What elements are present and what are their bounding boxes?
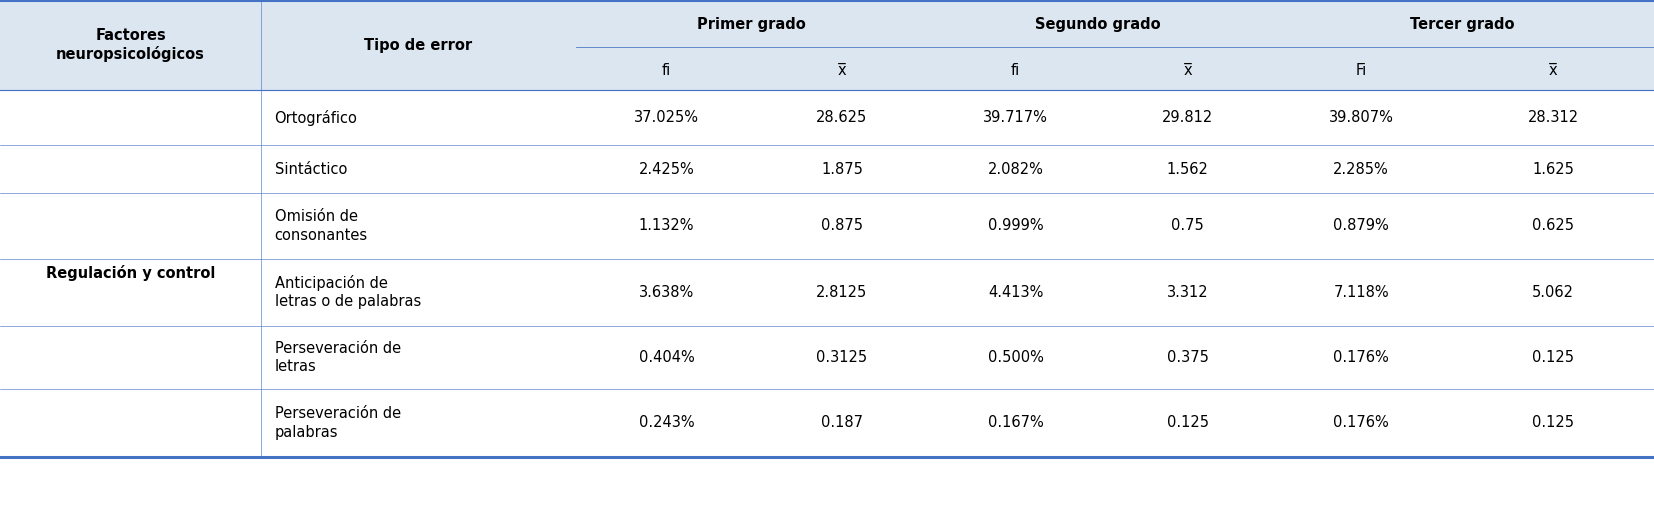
Text: 37.025%: 37.025% bbox=[633, 110, 700, 126]
Text: 2.285%: 2.285% bbox=[1333, 162, 1389, 177]
Text: 2.082%: 2.082% bbox=[987, 162, 1044, 177]
Text: 0.243%: 0.243% bbox=[638, 415, 695, 431]
Text: 0.500%: 0.500% bbox=[987, 350, 1044, 365]
Text: 0.187: 0.187 bbox=[820, 415, 863, 431]
Text: fi: fi bbox=[662, 63, 672, 78]
Text: 1.875: 1.875 bbox=[820, 162, 863, 177]
Text: 0.999%: 0.999% bbox=[987, 218, 1044, 234]
Text: 3.312: 3.312 bbox=[1166, 284, 1209, 300]
Text: 2.425%: 2.425% bbox=[638, 162, 695, 177]
Text: fi: fi bbox=[1011, 63, 1021, 78]
Text: Primer grado: Primer grado bbox=[696, 17, 805, 32]
Text: 0.75: 0.75 bbox=[1171, 218, 1204, 234]
Text: x̅: x̅ bbox=[1183, 63, 1193, 78]
Text: Fi: Fi bbox=[1356, 63, 1366, 78]
Text: x̅: x̅ bbox=[1548, 63, 1558, 78]
Text: 1.625: 1.625 bbox=[1532, 162, 1575, 177]
Text: 0.176%: 0.176% bbox=[1333, 350, 1389, 365]
Text: Factores
neuropsicológicos: Factores neuropsicológicos bbox=[56, 28, 205, 62]
Text: 3.638%: 3.638% bbox=[638, 284, 695, 300]
Text: 0.125: 0.125 bbox=[1166, 415, 1209, 431]
Text: 0.404%: 0.404% bbox=[638, 350, 695, 365]
Text: 0.625: 0.625 bbox=[1532, 218, 1575, 234]
Text: x̅: x̅ bbox=[837, 63, 847, 78]
Text: 29.812: 29.812 bbox=[1163, 110, 1212, 126]
Text: Anticipación de
letras o de palabras: Anticipación de letras o de palabras bbox=[275, 275, 420, 309]
Text: 39.807%: 39.807% bbox=[1328, 110, 1394, 126]
Text: 0.176%: 0.176% bbox=[1333, 415, 1389, 431]
Text: 2.8125: 2.8125 bbox=[817, 284, 867, 300]
Text: 28.625: 28.625 bbox=[817, 110, 867, 126]
Text: Tercer grado: Tercer grado bbox=[1409, 17, 1515, 32]
Text: 28.312: 28.312 bbox=[1528, 110, 1578, 126]
Text: 1.132%: 1.132% bbox=[638, 218, 695, 234]
Text: Perseveración de
palabras: Perseveración de palabras bbox=[275, 406, 400, 439]
Text: 0.125: 0.125 bbox=[1532, 415, 1575, 431]
Bar bbox=[0, 0, 1654, 90]
Text: 1.562: 1.562 bbox=[1166, 162, 1209, 177]
Text: 5.062: 5.062 bbox=[1532, 284, 1575, 300]
Text: Segundo grado: Segundo grado bbox=[1035, 17, 1161, 32]
Text: 39.717%: 39.717% bbox=[982, 110, 1049, 126]
Text: 0.125: 0.125 bbox=[1532, 350, 1575, 365]
Text: 0.879%: 0.879% bbox=[1333, 218, 1389, 234]
Text: 0.3125: 0.3125 bbox=[817, 350, 867, 365]
Text: 7.118%: 7.118% bbox=[1333, 284, 1389, 300]
Text: Omisión de
consonantes: Omisión de consonantes bbox=[275, 209, 367, 242]
Text: 0.167%: 0.167% bbox=[987, 415, 1044, 431]
Text: 4.413%: 4.413% bbox=[987, 284, 1044, 300]
Text: Regulación y control: Regulación y control bbox=[46, 266, 215, 281]
Text: 0.375: 0.375 bbox=[1166, 350, 1209, 365]
Text: Perseveración de
letras: Perseveración de letras bbox=[275, 341, 400, 374]
Text: 0.875: 0.875 bbox=[820, 218, 863, 234]
Text: Ortográfico: Ortográfico bbox=[275, 110, 357, 126]
Text: Tipo de error: Tipo de error bbox=[364, 38, 473, 53]
Text: Sintáctico: Sintáctico bbox=[275, 162, 347, 177]
